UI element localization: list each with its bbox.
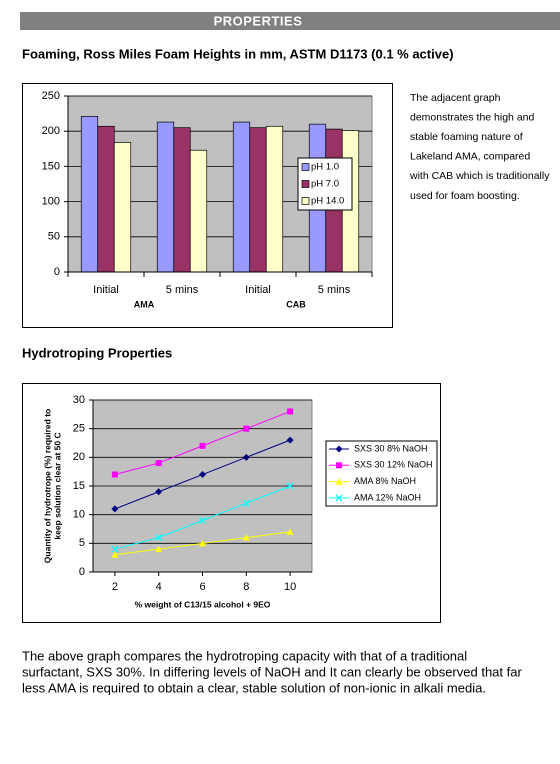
body-text: surfactant, SXS 30%. In differing levels…: [22, 664, 522, 679]
legend-label: SXS 30 12% NaOH: [354, 460, 433, 470]
body-text: The above graph compares the hydrotropin…: [22, 648, 467, 663]
x-tick-label: 10: [284, 581, 296, 593]
section-heading: Foaming, Ross Miles Foam Heights in mm, …: [22, 46, 454, 61]
x-tick-label: 4: [156, 581, 162, 593]
side-text: demonstrates the high and: [410, 111, 534, 123]
bar: [173, 127, 191, 273]
marker: [155, 488, 163, 496]
legend-label: SXS 30 8% NaOH: [354, 443, 428, 453]
marker: [242, 453, 250, 461]
marker: [111, 551, 119, 558]
x-tick-label: 8: [243, 581, 249, 593]
group-label: AMA: [134, 299, 155, 309]
marker: [155, 460, 162, 467]
x-tick-label: Initial: [93, 284, 119, 296]
y-tick-label: 0: [54, 266, 60, 278]
legend-key: [301, 163, 310, 171]
bar: [156, 121, 175, 273]
marker: [111, 505, 119, 513]
legend-label: pH 14.0: [311, 196, 344, 207]
marker: [155, 534, 163, 542]
x-tick-label: 5 mins: [318, 284, 351, 296]
side-text: used for foam boosting.: [410, 190, 520, 202]
marker: [242, 534, 250, 541]
y-tick-label: 100: [42, 196, 60, 208]
x-axis-label: % weight of C13/15 alcohol + 9EO: [135, 599, 271, 609]
x-tick-label: 2: [112, 581, 118, 593]
marker: [287, 408, 294, 415]
y-tick-label: 20: [73, 451, 85, 463]
bar: [97, 125, 115, 273]
header-title: PROPERTIES: [214, 13, 303, 28]
legend-box: [325, 440, 438, 507]
marker: [335, 494, 343, 502]
marker: [336, 462, 342, 469]
marker: [199, 471, 206, 479]
legend-label: pH 1.0: [311, 162, 339, 173]
y-tick-label: 200: [42, 125, 60, 137]
marker: [286, 528, 294, 535]
body-text: less AMA is required to obtain a clear, …: [22, 680, 486, 695]
legend-key: [301, 180, 310, 188]
x-tick-label: 5 mins: [166, 284, 199, 296]
marker: [199, 442, 206, 449]
marker: [242, 499, 250, 507]
bar: [113, 142, 132, 273]
marker: [199, 539, 206, 547]
marker: [286, 436, 294, 444]
header-bar: [20, 12, 560, 30]
section-heading: Hydrotroping Properties: [22, 345, 172, 360]
legend-label: AMA 12% NaOH: [354, 492, 421, 502]
y-axis-label: Quantity of hydrotrope (%) required to: [42, 409, 52, 563]
legend-label: pH 7.0: [311, 179, 339, 190]
marker: [111, 545, 119, 553]
legend-key: [301, 197, 310, 205]
y-tick-label: 30: [73, 394, 85, 406]
marker: [155, 545, 163, 553]
y-tick-label: 50: [48, 231, 60, 243]
x-tick-label: 6: [199, 581, 205, 593]
bar: [249, 127, 267, 273]
bar: [232, 121, 251, 273]
marker: [243, 425, 250, 432]
group-label: CAB: [286, 299, 306, 309]
y-tick-label: 250: [42, 90, 60, 102]
y-axis-label: keep solution clear at 50 C: [52, 432, 62, 539]
y-tick-label: 25: [73, 423, 85, 435]
x-tick-label: Initial: [245, 284, 271, 296]
side-text: Lakeland AMA, compared: [410, 151, 530, 163]
bar: [80, 116, 99, 273]
marker: [111, 471, 118, 478]
bar: [265, 125, 284, 273]
marker: [335, 445, 343, 453]
marker: [286, 482, 294, 490]
side-text: stable foaming nature of: [410, 131, 523, 143]
y-tick-label: 15: [73, 480, 85, 492]
y-tick-label: 150: [42, 160, 60, 172]
y-tick-label: 5: [79, 537, 85, 549]
marker: [335, 478, 343, 485]
bar: [189, 149, 208, 273]
y-tick-label: 10: [73, 509, 85, 521]
legend-label: AMA 8% NaOH: [354, 476, 416, 486]
marker: [199, 516, 206, 524]
side-text: The adjacent graph: [410, 92, 501, 104]
y-tick-label: 0: [79, 566, 85, 578]
side-text: with CAB which is traditionally: [409, 170, 550, 182]
